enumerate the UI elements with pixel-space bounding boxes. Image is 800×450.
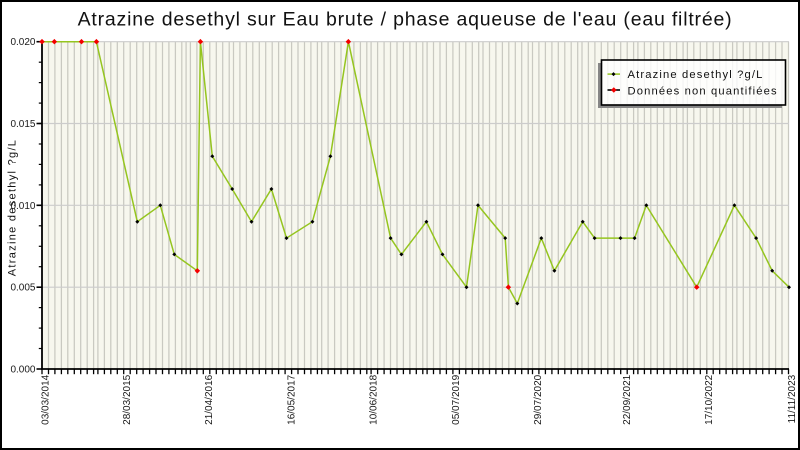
svg-text:29/07/2020: 29/07/2020 <box>533 374 544 424</box>
svg-text:0.010: 0.010 <box>10 201 35 212</box>
svg-text:Atrazine desethyl sur Eau brut: Atrazine desethyl sur Eau brute / phase … <box>78 9 733 31</box>
svg-text:Données non quantifiées: Données non quantifiées <box>628 86 778 98</box>
svg-text:Atrazine desethyl ?g/L: Atrazine desethyl ?g/L <box>628 69 764 81</box>
svg-text:22/09/2021: 22/09/2021 <box>622 374 633 424</box>
svg-text:10/06/2018: 10/06/2018 <box>369 374 380 424</box>
svg-text:05/07/2019: 05/07/2019 <box>451 374 462 424</box>
svg-text:21/04/2016: 21/04/2016 <box>204 374 215 424</box>
svg-text:28/03/2015: 28/03/2015 <box>122 374 133 424</box>
svg-text:03/03/2014: 03/03/2014 <box>41 374 52 424</box>
svg-text:0.015: 0.015 <box>10 119 35 130</box>
svg-text:16/05/2017: 16/05/2017 <box>286 374 297 424</box>
svg-text:0.020: 0.020 <box>10 37 35 48</box>
svg-text:0.005: 0.005 <box>10 283 35 294</box>
svg-text:11/11/2023: 11/11/2023 <box>787 374 798 423</box>
svg-text:17/10/2022: 17/10/2022 <box>704 374 715 424</box>
svg-text:0.000: 0.000 <box>10 364 35 375</box>
svg-text:Atrazine desethyl ?g/L: Atrazine desethyl ?g/L <box>7 139 19 276</box>
